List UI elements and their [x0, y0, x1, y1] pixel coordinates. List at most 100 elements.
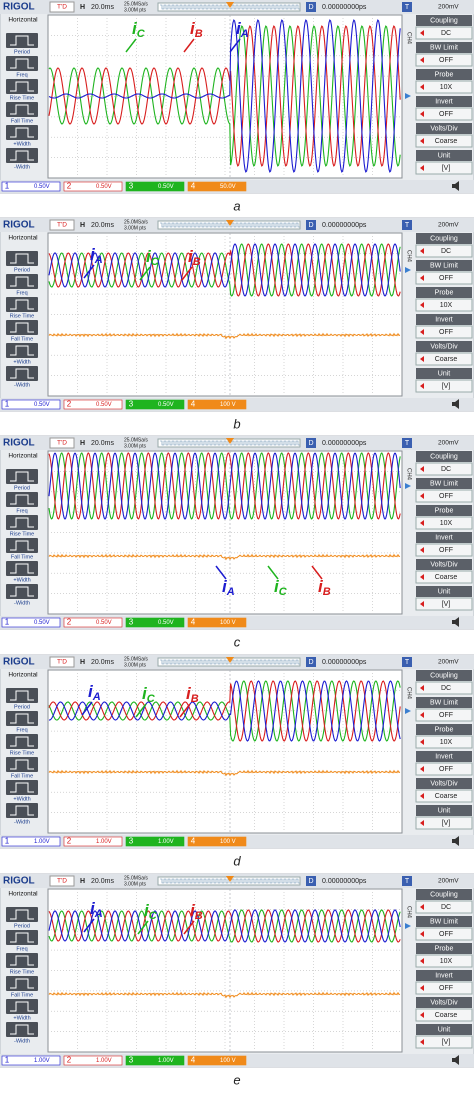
menu-value-box: [415, 516, 473, 530]
current-label: iA: [90, 245, 103, 265]
caption: b: [233, 416, 240, 431]
menu-button: [6, 366, 38, 381]
menu-item: Period: [14, 485, 30, 491]
d-label: D: [308, 440, 313, 447]
menu-item: Freq: [16, 508, 27, 514]
current-label: iC: [132, 19, 146, 39]
menu-value-box: [415, 981, 473, 995]
current-symbol: i: [88, 682, 94, 701]
menu-item: Fall Time: [11, 992, 33, 998]
caption: e: [233, 1072, 240, 1087]
current-subscript: A: [240, 28, 249, 40]
menu-value: 10X: [440, 958, 453, 965]
t-box: [402, 876, 412, 886]
menu-item: Freq: [16, 946, 27, 952]
trigger-level: 200mV: [438, 222, 459, 229]
orange-trace: [48, 332, 401, 340]
channel-scale: 0.50V: [158, 184, 174, 190]
menu-pointer: [420, 739, 424, 745]
menu-button: [6, 1022, 38, 1037]
sample-rate: 25.0MSa/s: [124, 656, 148, 662]
d-box: [306, 438, 316, 448]
delay: 0.00000000ps: [322, 440, 367, 447]
delay: 0.00000000ps: [322, 878, 367, 885]
menu-pointer: [420, 547, 424, 553]
phase-c-trace: [48, 452, 401, 520]
t-box: [402, 220, 412, 230]
menu-button: [6, 297, 38, 312]
menu-label-box: [416, 314, 472, 325]
channel-scale: 0.50V: [96, 402, 112, 408]
channel-number: 1: [5, 618, 10, 627]
menu-button: [6, 492, 38, 507]
current-label: iC: [146, 247, 160, 267]
points: 3.00M pts: [124, 225, 146, 231]
current-symbol: i: [236, 19, 242, 38]
channel-scale: 100 V: [220, 839, 236, 845]
menu-icon: [10, 736, 34, 747]
menu-label-box: [416, 889, 472, 900]
menu-item: Rise Time: [10, 969, 34, 975]
delay: 0.00000000ps: [322, 659, 367, 666]
menu-value: Coarse: [435, 356, 458, 363]
menu-icon: [10, 955, 34, 966]
menu-value-box: [415, 900, 473, 914]
h-label: H: [80, 222, 85, 229]
current-subscript: C: [137, 28, 146, 40]
speaker-icon: [452, 617, 459, 627]
menu-pointer: [420, 712, 424, 718]
timebase: 20.0ms: [91, 878, 114, 885]
menu-label: Invert: [435, 534, 453, 541]
phase-b-trace: [48, 680, 401, 742]
channel-scale: 0.50V: [34, 184, 50, 190]
menu-icon: [10, 276, 34, 287]
menu-icon: [10, 690, 34, 701]
menu-value: DC: [441, 904, 451, 911]
current-label: iB: [318, 577, 331, 597]
menu-label-box: [416, 586, 472, 597]
channel-number: 4: [191, 182, 196, 191]
current-symbol: i: [188, 247, 194, 266]
scope-panel: RIGOL T'D H 20.0ms 25.0MSa/s3.00M pts D 0.0000…: [0, 0, 474, 213]
menu-icon: [10, 104, 34, 115]
menu-button: [6, 125, 38, 140]
menu-value: [V]: [442, 383, 451, 390]
menu-item: Freq: [16, 290, 27, 296]
menu-item: -Width: [14, 1038, 30, 1044]
orange-trace: [48, 991, 401, 999]
brand: RIGOL: [3, 876, 35, 887]
scope-panel: RIGOL T'D H 20.0ms 25.0MSa/s3.00M pts D 0.0000…: [0, 654, 474, 868]
current-symbol: i: [190, 901, 196, 920]
menu-label: Invert: [435, 98, 453, 105]
channel-tag: CH4: [405, 687, 411, 700]
label-arrow: [229, 38, 241, 53]
menu-value-box: [415, 927, 473, 941]
menu-button: [6, 274, 38, 289]
menu-value-box: [415, 379, 473, 393]
menu-pointer: [420, 793, 424, 799]
menu-value-box: [415, 597, 473, 611]
menu-button: [6, 251, 38, 266]
channel-tag: CH4: [405, 906, 411, 919]
label-arrow: [181, 266, 193, 281]
menu-pointer: [420, 275, 424, 281]
menu-icon: [10, 299, 34, 310]
menu-value-box: [415, 1035, 473, 1049]
d-label: D: [308, 222, 313, 229]
menu-value: OFF: [439, 712, 453, 719]
menu-label-box: [416, 751, 472, 762]
points: 3.00M pts: [124, 662, 146, 668]
current-symbol: i: [318, 577, 324, 596]
phase-a-trace: [48, 452, 401, 520]
sample-rate: 25.0MSa/s: [124, 437, 148, 443]
channel-number: 2: [67, 1056, 72, 1065]
menu-value: DC: [441, 685, 451, 692]
menu-label-box: [416, 233, 472, 244]
channel-scale: 100 V: [220, 1058, 236, 1064]
delay: 0.00000000ps: [322, 4, 367, 11]
orange-trace: [48, 769, 401, 777]
menu-item: Period: [14, 923, 30, 929]
menu-label: Coupling: [430, 891, 458, 898]
menu-label-box: [416, 42, 472, 53]
